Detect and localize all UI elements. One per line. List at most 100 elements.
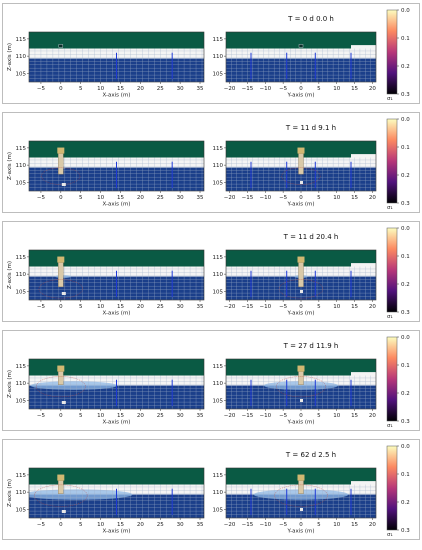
x-tick-label: −5	[279, 413, 288, 419]
left-frame	[28, 467, 205, 519]
colorbar-gradient	[386, 9, 398, 95]
y-tick-label: 115	[16, 146, 27, 152]
x-tick-label: −15	[242, 522, 254, 528]
time-title: T = 0 d 0.0 h	[287, 15, 334, 23]
source-column	[58, 480, 64, 494]
x-tick-label: 15	[351, 195, 358, 201]
y-tick-label: 105	[213, 180, 224, 186]
x-tick-label: 10	[97, 522, 104, 528]
x-tick-label: −20	[224, 195, 236, 201]
x-tick-label: 35	[197, 195, 204, 201]
colorbar-tick-label: 0.2	[401, 173, 410, 179]
x-tick-label: 10	[97, 86, 104, 92]
terrain-step	[351, 481, 376, 485]
time-title: T = 11 d 9.1 h	[285, 124, 336, 132]
x-tick-label: 5	[317, 413, 321, 419]
x-tick-label: −20	[224, 522, 236, 528]
x-tick-label: −10	[259, 413, 271, 419]
x-tick-label: −10	[259, 86, 271, 92]
left-frame	[28, 249, 205, 301]
x-tick-label: −20	[224, 413, 236, 419]
x-tick-label: 0	[299, 86, 303, 92]
x-tick-label: −15	[242, 304, 254, 310]
ground-layer	[29, 468, 204, 485]
infiltration-zone	[30, 381, 118, 390]
x-tick-label: 20	[137, 413, 144, 419]
left-plot: −5 0 5 10 15 20 25 30 35 105 110 115 X-axis (m) Z-axi…	[7, 358, 205, 426]
x-tick-label: 20	[369, 413, 376, 419]
x-tick-label: −5	[279, 304, 288, 310]
x-tick-label: 20	[137, 195, 144, 201]
y-tick-label: 115	[213, 146, 224, 152]
plume-top	[57, 474, 65, 481]
x-axis-label: X-axis (m)	[103, 93, 131, 99]
x-tick-label: 30	[177, 304, 184, 310]
x-axis-label: X-axis (m)	[103, 529, 131, 535]
infiltration-zone	[29, 489, 133, 500]
x-tick-label: 5	[79, 86, 83, 92]
x-tick-label: 35	[197, 413, 204, 419]
x-tick-label: 5	[79, 195, 83, 201]
x-tick-label: 30	[177, 86, 184, 92]
x-tick-label: 20	[137, 522, 144, 528]
left-plot-area	[29, 32, 204, 82]
colorbar-tick-label: 0.1	[401, 363, 410, 369]
panel-svg: T = 11 d 9.1 h−5 0 5 10 15 20 25 30 35105110115X…	[7, 117, 410, 211]
y-tick-label: 115	[16, 255, 27, 261]
terrain-step	[351, 154, 376, 158]
colorbar-tick-label: 0.3	[401, 92, 410, 98]
right-plot: −20 −15 −10 −5 0 5 10 15 20 105 110 115 Y-axis (m)	[213, 358, 376, 426]
source-marker	[298, 44, 304, 48]
y-axis-label: Z-axis (m)	[7, 152, 13, 180]
terrain-step	[351, 45, 376, 49]
ground-layer	[29, 32, 204, 49]
x-tick-label: −5	[279, 86, 288, 92]
left-plot-area	[29, 468, 204, 518]
x-tick-label: 20	[369, 195, 376, 201]
y-tick-label: 110	[16, 381, 27, 387]
x-tick-label: 5	[317, 522, 321, 528]
terrain-step	[351, 372, 376, 376]
x-tick-label: 0	[59, 86, 63, 92]
source-column	[58, 262, 64, 288]
y-tick-label: 110	[16, 54, 27, 60]
x-tick-label: 10	[333, 195, 340, 201]
colorbar: 0.0 0.1 0.2 0.3 σ₁	[386, 117, 410, 211]
colorbar-label: σ₁	[387, 205, 393, 211]
plume-top	[297, 365, 305, 372]
right-plot-area	[226, 359, 376, 409]
source-column	[298, 262, 304, 288]
colorbar-tick-label: 0.1	[401, 472, 410, 478]
left-frame	[28, 358, 205, 410]
colorbar-label: σ₁	[387, 314, 393, 320]
time-panel: T = 27 d 11.9 h −5 0 5 10 15 20 25 30 35 105 110 115…	[2, 330, 420, 431]
x-tick-label: 5	[317, 304, 321, 310]
colorbar: 0.0 0.1 0.2 0.3 σ₁	[386, 335, 410, 429]
x-tick-label: 0	[59, 304, 63, 310]
x-tick-label: 35	[197, 86, 204, 92]
ground-layer	[29, 250, 204, 267]
y-axis-label: Z-axis (m)	[7, 370, 13, 398]
right-plot-area	[226, 250, 376, 300]
panel-svg: T = 27 d 11.9 h−5 0 5 10 15 20 25 30 35105110115…	[7, 335, 410, 429]
x-tick-label: −5	[37, 86, 46, 92]
x-tick-label: 0	[59, 195, 63, 201]
x-tick-label: 20	[369, 304, 376, 310]
colorbar-label: σ₁	[387, 423, 393, 429]
left-frame	[28, 140, 205, 192]
right-plot-area	[226, 468, 376, 518]
left-plot-area	[29, 141, 204, 191]
sensor-marker	[300, 508, 303, 511]
plume-top	[57, 365, 65, 372]
sensor-marker	[61, 401, 66, 404]
plume-contour	[276, 376, 326, 398]
x-axis-label: Y-axis (m)	[286, 420, 314, 426]
source-marker	[58, 44, 64, 48]
ground-layer	[29, 359, 204, 376]
x-tick-label: −20	[224, 86, 236, 92]
x-tick-label: 15	[117, 522, 124, 528]
plume-top	[297, 147, 305, 154]
panel-svg: T = 62 d 2.5 h−5 0 5 10 15 20 25 30 35105110115X…	[7, 444, 410, 538]
x-tick-label: 20	[369, 86, 376, 92]
x-tick-label: 10	[97, 304, 104, 310]
